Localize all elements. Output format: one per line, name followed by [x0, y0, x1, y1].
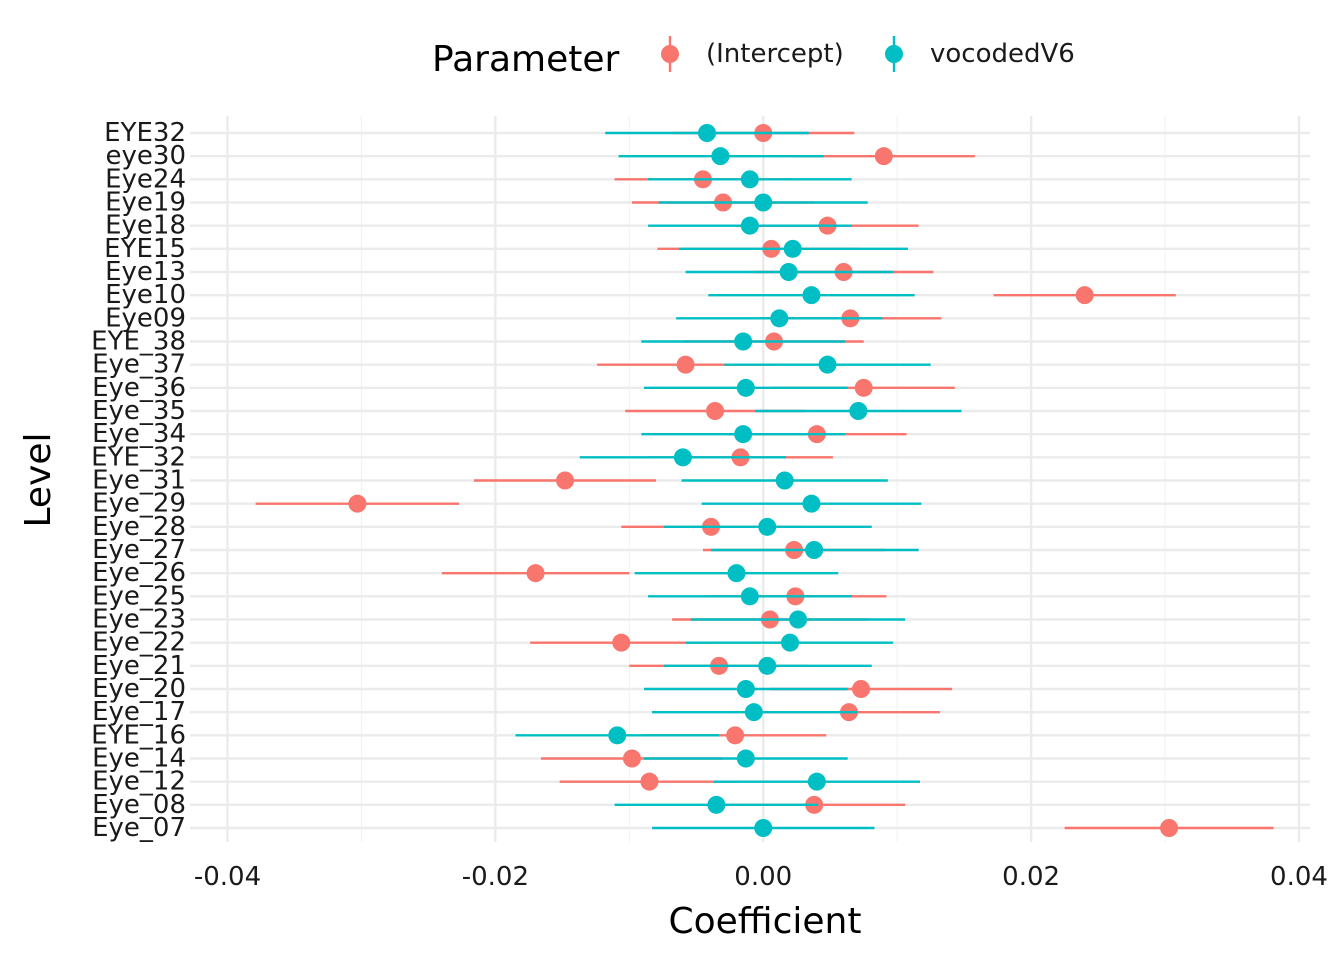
data-point: [852, 680, 871, 698]
data-point: [734, 425, 753, 444]
y-tick-label: Eye13: [105, 257, 186, 287]
y-tick-label: EYE_32: [91, 442, 186, 472]
series-intercept: [255, 124, 1274, 837]
y-tick-label: Eye09: [105, 303, 186, 333]
data-point: [736, 749, 755, 768]
y-tick-label: Eye_35: [92, 396, 186, 426]
data-point: [736, 680, 755, 698]
legend-items: (Intercept) vocodedV6: [661, 36, 1075, 72]
y-tick-label: EYE_16: [91, 720, 186, 750]
data-point: [348, 494, 367, 513]
y-tick-label: Eye_26: [92, 558, 186, 588]
y-tick-label: Eye_12: [92, 767, 186, 797]
x-axis-title: Coefficient: [669, 901, 862, 942]
data-point: [526, 564, 545, 583]
data-point: [849, 402, 868, 420]
y-tick-label: Eye_07: [92, 813, 186, 843]
data-point: [754, 819, 773, 837]
y-tick-label: Eye_25: [92, 581, 186, 611]
y-tick-label: Eye_27: [92, 535, 186, 565]
y-tick-label: Eye_22: [92, 628, 186, 658]
data-point: [779, 263, 798, 281]
y-tick-label: Eye18: [105, 211, 186, 241]
y-tick-label: EYE32: [104, 118, 186, 148]
legend-title: Parameter: [432, 39, 619, 80]
data-point: [673, 448, 692, 467]
y-tick-label: Eye_31: [92, 466, 186, 496]
data-point: [874, 147, 893, 166]
y-tick-label: Eye_23: [92, 605, 186, 635]
data-point: [802, 494, 821, 513]
data-point: [697, 124, 716, 142]
y-tick-label: Eye_14: [92, 744, 186, 774]
legend-item: vocodedV6: [885, 36, 1075, 72]
data-point: [854, 378, 873, 397]
y-tick-label: EYE_38: [91, 327, 186, 357]
y-tick-label: Eye_37: [92, 350, 186, 380]
data-point: [789, 610, 808, 629]
data-point: [770, 309, 789, 328]
data-point: [805, 541, 824, 559]
y-tick-label: Eye_34: [92, 419, 186, 449]
data-point: [781, 633, 800, 652]
legend-item: (Intercept): [661, 36, 844, 72]
legend: Parameter (Intercept) vocodedV6: [432, 36, 1075, 80]
y-axis-tick-labels: EYE32eye30Eye24Eye19Eye18EYE15Eye13Eye10…: [91, 118, 186, 843]
x-tick-label: -0.02: [462, 862, 529, 892]
legend-key-point: [885, 45, 903, 63]
data-point: [727, 564, 746, 583]
data-point: [818, 355, 837, 374]
data-point: [758, 656, 777, 675]
data-point: [758, 517, 777, 536]
legend-key-point: [661, 45, 679, 63]
y-tick-label: Eye_29: [92, 489, 186, 519]
data-point: [807, 772, 826, 791]
y-tick-label: Eye19: [105, 188, 186, 218]
y-tick-label: Eye_28: [92, 512, 186, 542]
data-point: [736, 378, 755, 397]
data-point: [711, 147, 730, 166]
y-tick-label: Eye_17: [92, 697, 186, 727]
data-point: [556, 471, 575, 490]
data-point: [640, 772, 659, 791]
data-point: [726, 726, 745, 745]
legend-label: (Intercept): [706, 39, 844, 69]
data-point: [744, 703, 763, 722]
data-point: [608, 726, 627, 745]
y-tick-label: eye30: [106, 141, 186, 171]
data-point: [754, 193, 773, 212]
series-vocodedv6: [515, 124, 962, 837]
data-point: [740, 170, 759, 189]
x-tick-label: -0.04: [194, 862, 261, 892]
data-point: [775, 471, 794, 490]
data-point: [734, 332, 753, 351]
data-point: [740, 216, 759, 235]
data-series: [255, 124, 1274, 837]
x-axis-tick-labels: -0.04 -0.02 0.00 0.02 0.04: [194, 862, 1328, 892]
y-axis-title: Level: [18, 432, 59, 527]
y-tick-label: Eye_20: [92, 674, 186, 704]
x-tick-label: 0.02: [1002, 862, 1060, 892]
data-point: [1075, 286, 1094, 305]
legend-label: vocodedV6: [930, 39, 1075, 69]
data-point: [706, 402, 725, 420]
data-point: [1160, 819, 1179, 837]
y-tick-label: EYE15: [104, 234, 186, 264]
x-tick-label: 0.00: [734, 862, 792, 892]
y-tick-label: Eye_21: [92, 651, 186, 681]
data-point: [783, 239, 802, 258]
data-point: [740, 587, 759, 606]
data-point: [802, 286, 821, 305]
y-tick-label: Eye_08: [92, 790, 186, 820]
y-tick-label: Eye_36: [92, 373, 186, 403]
data-point: [612, 633, 631, 652]
data-point: [676, 355, 695, 374]
data-point: [622, 749, 641, 768]
y-tick-label: Eye24: [105, 164, 186, 194]
y-tick-label: Eye10: [105, 280, 186, 310]
x-tick-label: 0.04: [1270, 862, 1328, 892]
data-point: [707, 795, 726, 814]
